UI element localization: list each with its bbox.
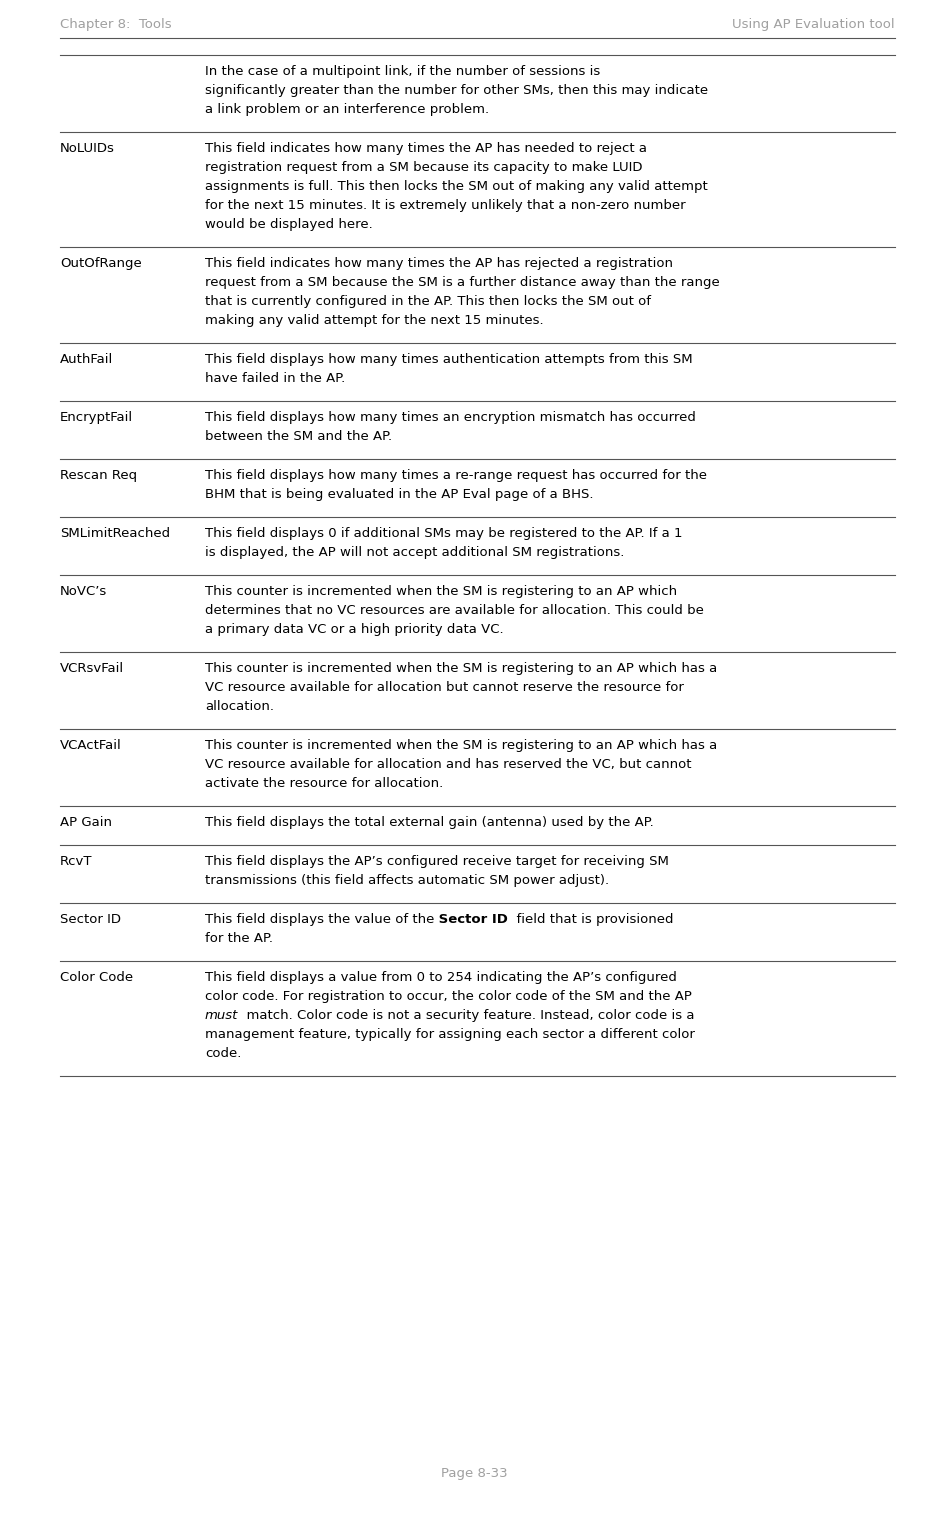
Text: This field displays a value from 0 to 254 indicating the AP’s configured: This field displays a value from 0 to 25… (205, 970, 677, 984)
Text: Color Code: Color Code (60, 970, 133, 984)
Text: This counter is incremented when the SM is registering to an AP which: This counter is incremented when the SM … (205, 584, 678, 598)
Text: This field displays the value of the: This field displays the value of the (205, 913, 435, 927)
Text: VCActFail: VCActFail (60, 739, 121, 752)
Text: allocation.: allocation. (205, 699, 274, 713)
Text: Sector ID: Sector ID (435, 913, 509, 927)
Text: management feature, typically for assigning each sector a different color: management feature, typically for assign… (205, 1028, 695, 1042)
Text: match. Color code is not a security feature. Instead, color code is a: match. Color code is not a security feat… (238, 1008, 695, 1022)
Text: OutOfRange: OutOfRange (60, 257, 141, 269)
Text: assignments is full. This then locks the SM out of making any valid attempt: assignments is full. This then locks the… (205, 180, 708, 192)
Text: field that is provisioned: field that is provisioned (509, 913, 674, 927)
Text: This field displays how many times a re-range request has occurred for the: This field displays how many times a re-… (205, 469, 707, 481)
Text: Sector ID: Sector ID (60, 913, 121, 927)
Text: VC resource available for allocation but cannot reserve the resource for: VC resource available for allocation but… (205, 681, 684, 693)
Text: for the AP.: for the AP. (205, 933, 273, 945)
Text: This field indicates how many times the AP has rejected a registration: This field indicates how many times the … (205, 257, 673, 269)
Text: This field indicates how many times the AP has needed to reject a: This field indicates how many times the … (205, 142, 647, 154)
Text: AP Gain: AP Gain (60, 816, 112, 830)
Text: This counter is incremented when the SM is registering to an AP which has a: This counter is incremented when the SM … (205, 662, 717, 675)
Text: Using AP Evaluation tool: Using AP Evaluation tool (733, 18, 895, 30)
Text: BHM that is being evaluated in the AP Eval page of a BHS.: BHM that is being evaluated in the AP Ev… (205, 488, 593, 501)
Text: registration request from a SM because its capacity to make LUID: registration request from a SM because i… (205, 160, 642, 174)
Text: In the case of a multipoint link, if the number of sessions is: In the case of a multipoint link, if the… (205, 65, 601, 79)
Text: This field displays the AP’s configured receive target for receiving SM: This field displays the AP’s configured … (205, 855, 669, 868)
Text: between the SM and the AP.: between the SM and the AP. (205, 430, 392, 444)
Text: must: must (205, 1008, 238, 1022)
Text: This field displays the total external gain (antenna) used by the AP.: This field displays the total external g… (205, 816, 654, 830)
Text: that is currently configured in the AP. This then locks the SM out of: that is currently configured in the AP. … (205, 295, 651, 307)
Text: This field displays how many times authentication attempts from this SM: This field displays how many times authe… (205, 353, 693, 366)
Text: significantly greater than the number for other SMs, then this may indicate: significantly greater than the number fo… (205, 83, 708, 97)
Text: VCRsvFail: VCRsvFail (60, 662, 124, 675)
Text: a primary data VC or a high priority data VC.: a primary data VC or a high priority dat… (205, 622, 504, 636)
Text: color code. For registration to occur, the color code of the SM and the AP: color code. For registration to occur, t… (205, 990, 692, 1002)
Text: request from a SM because the SM is a further distance away than the range: request from a SM because the SM is a fu… (205, 276, 719, 289)
Text: determines that no VC resources are available for allocation. This could be: determines that no VC resources are avai… (205, 604, 704, 618)
Text: is displayed, the AP will not accept additional SM registrations.: is displayed, the AP will not accept add… (205, 547, 624, 559)
Text: for the next 15 minutes. It is extremely unlikely that a non-zero number: for the next 15 minutes. It is extremely… (205, 198, 685, 212)
Text: a link problem or an interference problem.: a link problem or an interference proble… (205, 103, 489, 117)
Text: activate the resource for allocation.: activate the resource for allocation. (205, 777, 443, 790)
Text: Page 8-33: Page 8-33 (441, 1467, 508, 1481)
Text: NoLUIDs: NoLUIDs (60, 142, 115, 154)
Text: Rescan Req: Rescan Req (60, 469, 137, 481)
Text: EncryptFail: EncryptFail (60, 410, 133, 424)
Text: SMLimitReached: SMLimitReached (60, 527, 170, 540)
Text: NoVC’s: NoVC’s (60, 584, 107, 598)
Text: transmissions (this field affects automatic SM power adjust).: transmissions (this field affects automa… (205, 874, 609, 887)
Text: have failed in the AP.: have failed in the AP. (205, 372, 345, 385)
Text: This counter is incremented when the SM is registering to an AP which has a: This counter is incremented when the SM … (205, 739, 717, 752)
Text: This field displays 0 if additional SMs may be registered to the AP. If a 1: This field displays 0 if additional SMs … (205, 527, 682, 540)
Text: Chapter 8:  Tools: Chapter 8: Tools (60, 18, 172, 30)
Text: VC resource available for allocation and has reserved the VC, but cannot: VC resource available for allocation and… (205, 759, 692, 771)
Text: code.: code. (205, 1048, 241, 1060)
Text: would be displayed here.: would be displayed here. (205, 218, 373, 232)
Text: AuthFail: AuthFail (60, 353, 113, 366)
Text: making any valid attempt for the next 15 minutes.: making any valid attempt for the next 15… (205, 313, 544, 327)
Text: This field displays how many times an encryption mismatch has occurred: This field displays how many times an en… (205, 410, 696, 424)
Text: RcvT: RcvT (60, 855, 92, 868)
